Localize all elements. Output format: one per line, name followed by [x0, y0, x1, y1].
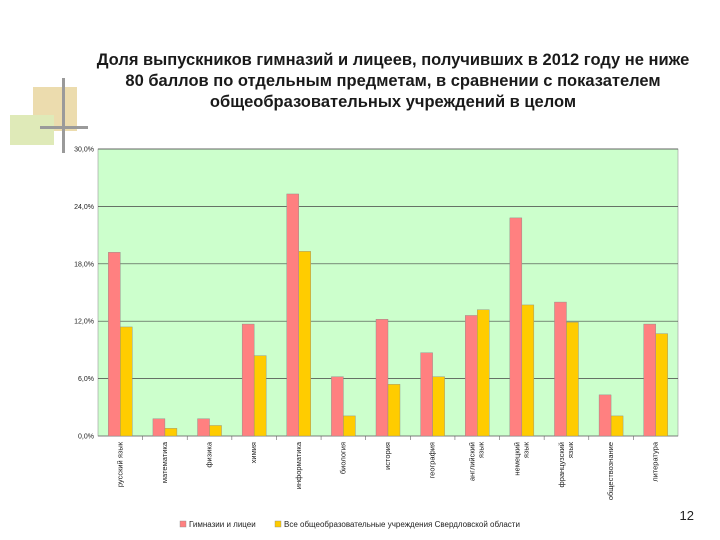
- y-axis: 0,0% 6,0% 12,0% 18,0% 24,0% 30,0%: [74, 147, 94, 441]
- bar-all-schools: [164, 428, 178, 437]
- x-tick-label: физика: [205, 441, 214, 467]
- bar-gymnasium: [554, 301, 567, 437]
- x-axis: русский язык математика физика химия информа…: [115, 436, 660, 500]
- x-tick-label: английский: [468, 442, 477, 481]
- y-tick-label: 24,0%: [74, 204, 94, 211]
- x-tick-label: французский: [557, 442, 566, 487]
- bar-all-schools: [610, 415, 624, 437]
- bar-all-schools: [566, 321, 579, 437]
- x-tick-label: история: [383, 442, 392, 470]
- bar-all-schools: [343, 415, 356, 437]
- y-tick-label: 12,0%: [74, 319, 94, 326]
- slide-number: 12: [679, 508, 694, 523]
- bar-gymnasium: [286, 193, 299, 437]
- bar-all-schools: [298, 251, 311, 437]
- bar-gymnasium: [598, 394, 612, 437]
- bar-gymnasium: [643, 323, 656, 437]
- bar-all-schools: [387, 384, 401, 437]
- bar-gymnasium: [331, 376, 344, 437]
- x-tick-label: обществознание: [606, 442, 615, 500]
- x-tick-label: язык: [477, 441, 486, 458]
- x-tick-label: язык: [521, 441, 530, 458]
- page-title: Доля выпускников гимназий и лицеев, полу…: [96, 51, 690, 111]
- bar-gymnasium: [465, 315, 478, 437]
- y-tick-label: 30,0%: [74, 147, 94, 154]
- bar-all-schools: [521, 304, 535, 437]
- x-tick-label: литература: [651, 441, 660, 482]
- x-tick-label: информатика: [294, 441, 303, 489]
- bar-all-schools: [655, 333, 668, 437]
- bar-gymnasium: [241, 323, 255, 437]
- x-tick-label: русский язык: [115, 441, 124, 487]
- legend-label: Все общеобразовательные учреждения Сверд…: [284, 520, 520, 529]
- x-tick-label: география: [428, 442, 437, 478]
- bar-gymnasium: [197, 418, 210, 437]
- deco-horizontal-line: [40, 126, 88, 129]
- bar-gymnasium: [509, 217, 523, 437]
- legend-label: Гимназии и лицеи: [189, 520, 256, 529]
- bar-all-schools: [120, 326, 133, 437]
- y-tick-label: 0,0%: [78, 434, 94, 441]
- legend-swatch: [274, 520, 282, 528]
- x-tick-label: математика: [160, 441, 169, 483]
- x-tick-label: биология: [338, 442, 347, 474]
- bar-gymnasium: [108, 252, 121, 437]
- bars: [108, 193, 668, 437]
- bar-all-schools: [209, 425, 222, 437]
- bar-gymnasium: [420, 352, 433, 437]
- x-tick-label: химия: [249, 442, 258, 463]
- bar-all-schools: [477, 309, 490, 437]
- deco-vertical-line: [62, 78, 65, 153]
- bar-gymnasium: [152, 418, 166, 437]
- y-tick-label: 18,0%: [74, 261, 94, 268]
- bar-all-schools: [432, 376, 445, 437]
- bar-all-schools: [253, 355, 267, 437]
- legend-swatch: [179, 520, 187, 528]
- y-tick-label: 6,0%: [78, 376, 94, 383]
- bar-gymnasium: [375, 319, 389, 437]
- x-tick-label: язык: [566, 441, 575, 458]
- x-tick-label: немецкий: [512, 442, 521, 476]
- legend: Гимназии и лицеи Все общеобразовательные …: [179, 520, 520, 529]
- deco-square-green: [10, 115, 54, 145]
